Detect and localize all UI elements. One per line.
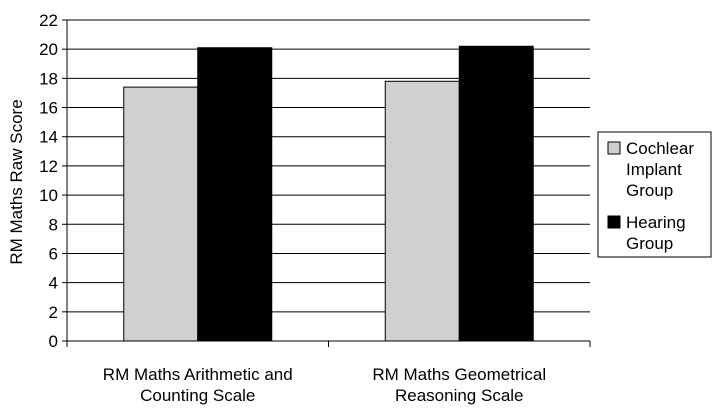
- y-tick-label: 2: [49, 303, 58, 322]
- axes: [62, 19, 591, 347]
- y-tick-label: 16: [39, 99, 58, 118]
- legend: Cochlear Implant Group Hearing Group: [597, 131, 712, 258]
- legend-swatch: [607, 215, 621, 229]
- y-tick-label: 20: [39, 40, 58, 59]
- x-category-labels: RM Maths Arithmetic and Counting Scale RM …: [103, 365, 546, 405]
- y-tick-label: 14: [39, 128, 58, 147]
- y-tick-label: 0: [49, 332, 58, 351]
- bar: [197, 47, 273, 342]
- y-tick-label: 18: [39, 69, 58, 88]
- x-category-label: RM Maths Arithmetic and Counting Scale: [103, 365, 293, 405]
- bar: [458, 45, 534, 342]
- bar: [384, 80, 460, 342]
- y-axis-label: RM Maths Raw Score: [7, 99, 26, 264]
- y-tick-label: 10: [39, 186, 58, 205]
- bars: [123, 45, 534, 342]
- bar: [123, 86, 199, 342]
- y-tick-label: 6: [49, 244, 58, 263]
- y-tick-label: 22: [39, 11, 58, 30]
- legend-label: Hearing Group: [626, 213, 686, 253]
- legend-label: Cochlear Implant Group: [626, 139, 694, 200]
- y-tick-label: 12: [39, 157, 58, 176]
- y-tick-labels: 0 2 4 6 8 10 12 14 16 18 20 22: [39, 11, 58, 351]
- y-tick-label: 8: [49, 215, 58, 234]
- y-tick-label: 4: [49, 274, 58, 293]
- x-category-label: RM Maths Geometrical Reasoning Scale: [372, 365, 546, 405]
- legend-swatch: [607, 141, 621, 155]
